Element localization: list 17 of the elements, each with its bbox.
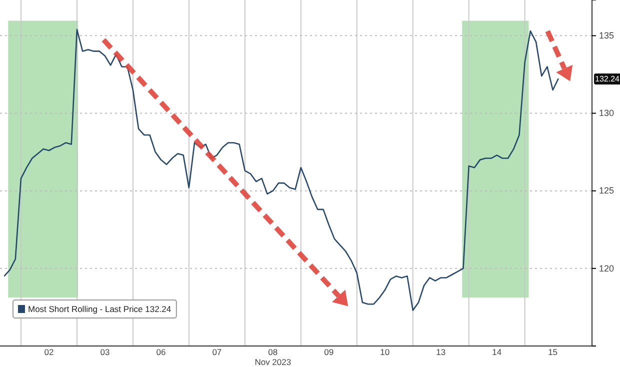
x-tick-label: 13 xyxy=(436,347,446,358)
x-tick-label: 03 xyxy=(100,347,110,358)
x-tick-label: 07 xyxy=(212,347,222,358)
x-tick-label: 14 xyxy=(492,347,502,358)
x-tick-label: 09 xyxy=(324,347,334,358)
x-tick-label: 02 xyxy=(44,347,54,358)
y-tick-label: 135 xyxy=(599,30,614,41)
x-tick-label: 10 xyxy=(380,347,390,358)
text: 132.24 xyxy=(595,74,620,84)
x-axis-title: Nov 2023 xyxy=(254,357,292,367)
y-tick-label: 130 xyxy=(599,108,614,118)
x-tick-label: 15 xyxy=(548,347,558,358)
y-tick-label: 120 xyxy=(599,263,614,274)
legend-label: Most Short Rolling - Last Price 132.24 xyxy=(28,304,172,314)
x-tick-label: 08 xyxy=(268,347,278,358)
y-tick-label: 125 xyxy=(599,186,614,196)
x-tick-label: 06 xyxy=(156,347,166,358)
